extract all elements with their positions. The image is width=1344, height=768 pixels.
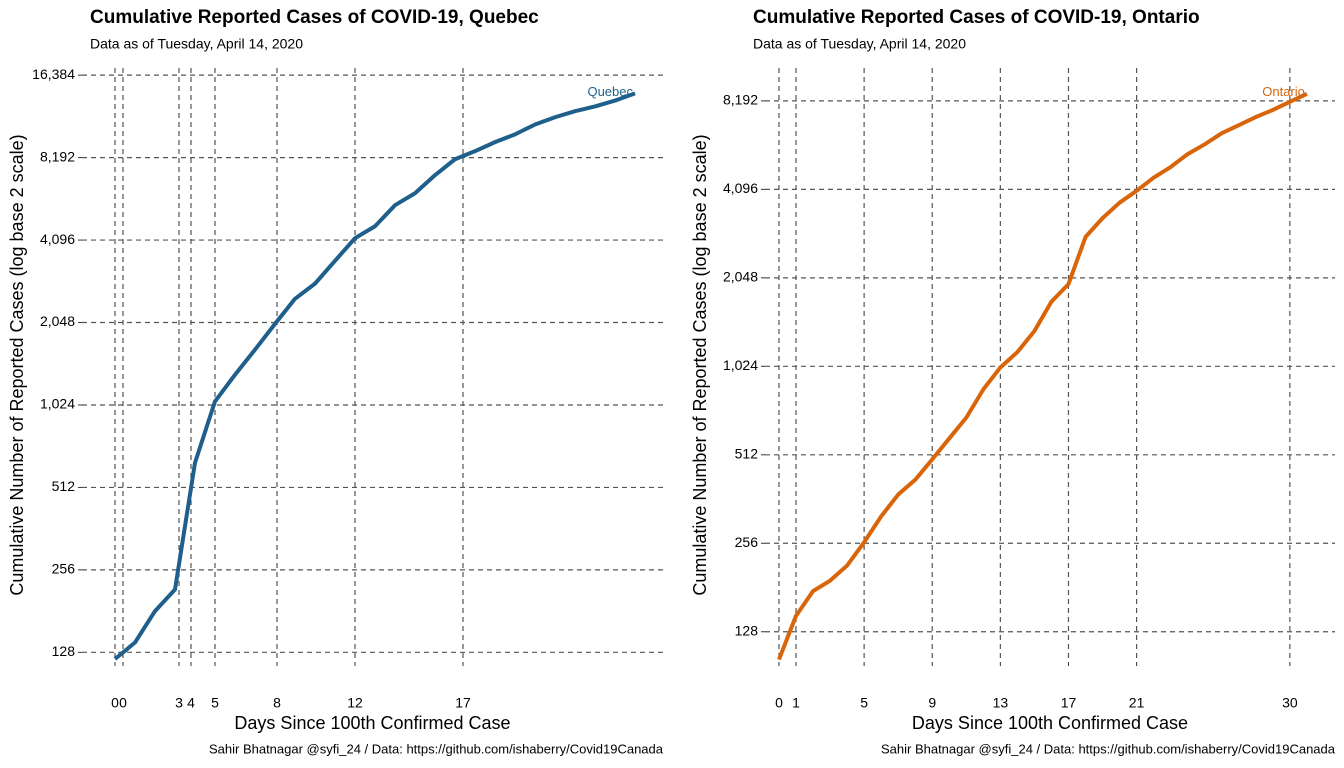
x-tick-label: 5 bbox=[211, 695, 219, 711]
chart-title: Cumulative Reported Cases of COVID-19, Q… bbox=[90, 7, 539, 28]
series-line bbox=[113, 91, 636, 661]
y-tick-label: 1,024 bbox=[723, 357, 758, 373]
y-tick-label: 1,024 bbox=[40, 396, 75, 412]
x-tick-label: 9 bbox=[928, 695, 936, 711]
x-tick-label: 0 bbox=[775, 695, 783, 711]
y-tick-label: 128 bbox=[735, 622, 759, 638]
y-tick-label: 128 bbox=[52, 643, 76, 659]
y-tick-label: 2,048 bbox=[40, 313, 75, 329]
x-tick-label: 3 bbox=[175, 695, 183, 711]
x-axis-label: Days Since 100th Confirmed Case bbox=[234, 713, 510, 733]
y-axis-label: Cumulative Number of Reported Cases (log… bbox=[7, 134, 27, 595]
y-tick-label: 4,096 bbox=[40, 231, 75, 247]
x-tick-label: 17 bbox=[1061, 695, 1077, 711]
x-tick-label: 0 bbox=[119, 695, 127, 711]
chart-subtitle: Data as of Tuesday, April 14, 2020 bbox=[90, 36, 303, 52]
y-tick-label: 256 bbox=[735, 534, 759, 550]
x-tick-label: 17 bbox=[455, 695, 471, 711]
chart-subtitle: Data as of Tuesday, April 14, 2020 bbox=[753, 36, 966, 52]
x-tick-label: 12 bbox=[347, 695, 363, 711]
chart-title: Cumulative Reported Cases of COVID-19, O… bbox=[753, 7, 1200, 28]
y-tick-label: 256 bbox=[52, 561, 76, 577]
x-tick-label: 30 bbox=[1282, 695, 1298, 711]
line-label: Ontario bbox=[1262, 84, 1305, 99]
x-axis-label: Days Since 100th Confirmed Case bbox=[912, 713, 1188, 733]
y-tick-label: 8,192 bbox=[723, 92, 758, 108]
y-tick-label: 8,192 bbox=[40, 148, 75, 164]
caption: Sahir Bhatnagar @syfi_24 / Data: https:/… bbox=[881, 741, 1336, 756]
x-tick-label: 8 bbox=[273, 695, 281, 711]
y-tick-label: 16,384 bbox=[32, 66, 75, 82]
caption: Sahir Bhatnagar @syfi_24 / Data: https:/… bbox=[209, 741, 664, 756]
y-tick-label: 512 bbox=[52, 478, 76, 494]
y-axis-label: Cumulative Number of Reported Cases (log… bbox=[690, 134, 710, 595]
x-tick-label: 5 bbox=[860, 695, 868, 711]
y-tick-label: 4,096 bbox=[723, 180, 758, 196]
y-tick-label: 512 bbox=[735, 446, 759, 462]
x-tick-label: 21 bbox=[1129, 695, 1145, 711]
series-line bbox=[777, 91, 1308, 661]
x-tick-label: 13 bbox=[993, 695, 1009, 711]
y-tick-label: 2,048 bbox=[723, 269, 758, 285]
x-tick-label: 0 bbox=[111, 695, 119, 711]
x-tick-label: 1 bbox=[792, 695, 800, 711]
line-label: Quebec bbox=[587, 84, 633, 99]
x-tick-label: 4 bbox=[187, 695, 195, 711]
